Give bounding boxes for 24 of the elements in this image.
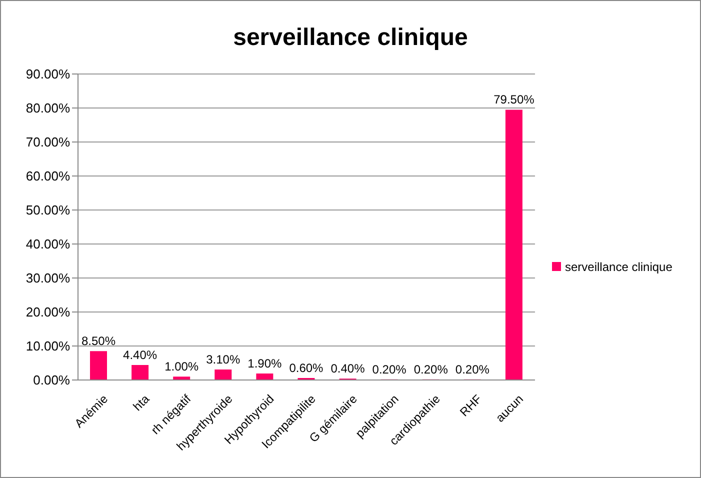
y-tick-label: 70.00% — [26, 134, 70, 150]
y-tick-label: 40.00% — [26, 236, 70, 252]
x-tick-label: hta — [130, 392, 152, 414]
data-label: 0.40% — [330, 362, 366, 376]
y-tick-label: 10.00% — [26, 338, 70, 354]
data-label: 8.50% — [81, 334, 116, 348]
data-label: 1.00% — [164, 360, 199, 374]
data-label: 79.50% — [494, 92, 535, 107]
y-tick-label: 60.00% — [26, 168, 70, 184]
legend-label: serveillance clinique — [565, 260, 672, 274]
y-tick-label: 0.00% — [33, 372, 70, 388]
y-tick-label: 90.00% — [26, 66, 70, 82]
y-tick-label: 30.00% — [26, 270, 70, 286]
y-tick-label: 20.00% — [26, 304, 70, 320]
data-label: 1.90% — [248, 356, 282, 371]
data-label: 0.20% — [414, 362, 448, 376]
data-label: 0.20% — [455, 362, 490, 376]
data-label: 0.20% — [372, 362, 407, 376]
y-tick-label: 50.00% — [26, 202, 70, 218]
data-label: 3.10% — [206, 352, 240, 366]
chart-title: serveillance clinique — [232, 24, 469, 52]
data-label: 4.40% — [123, 348, 158, 362]
y-tick-label: 80.00% — [26, 100, 70, 116]
data-label: 0.60% — [289, 360, 324, 375]
